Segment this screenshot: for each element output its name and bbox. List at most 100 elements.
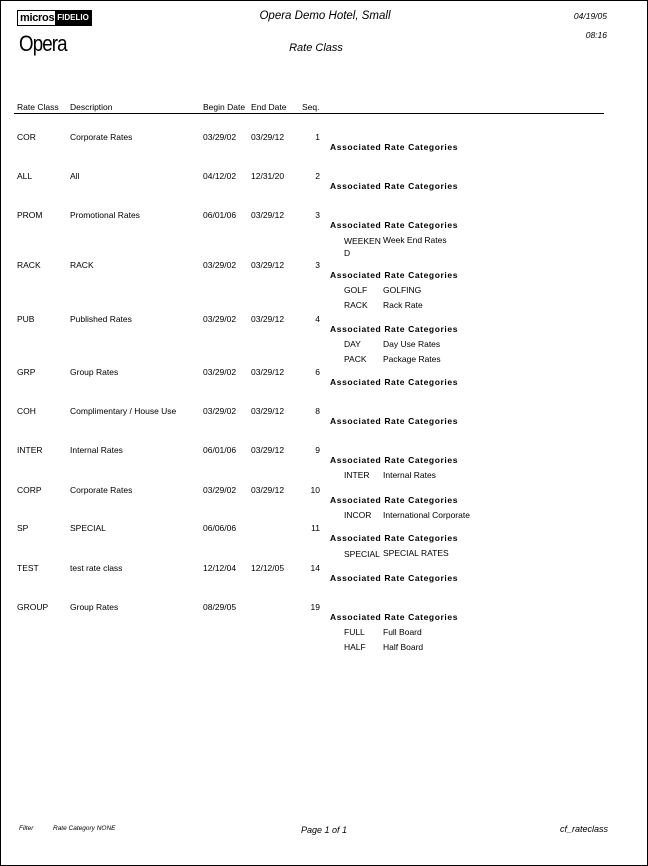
category-description: International Corporate bbox=[383, 510, 470, 520]
col-begin-date: Begin Date bbox=[203, 102, 246, 112]
category-code: SPECIAL bbox=[344, 549, 380, 559]
associated-rate-categories-heading: Associated Rate Categories bbox=[330, 533, 459, 543]
end-date: 03/29/12 bbox=[251, 314, 285, 324]
begin-date: 03/29/02 bbox=[203, 367, 237, 377]
report-time: 08:16 bbox=[585, 30, 607, 40]
rate-class-code: GROUP bbox=[17, 602, 49, 612]
col-rate-class: Rate Class bbox=[17, 102, 59, 112]
begin-date: 06/06/06 bbox=[203, 523, 237, 533]
sequence: 3 bbox=[315, 260, 320, 270]
begin-date: 08/29/05 bbox=[203, 602, 237, 612]
end-date: 03/29/12 bbox=[251, 132, 285, 142]
rate-class-description: Promotional Rates bbox=[70, 210, 140, 220]
rate-class-code: RACK bbox=[17, 260, 41, 270]
rate-class-code: TEST bbox=[17, 563, 39, 573]
associated-rate-categories-heading: Associated Rate Categories bbox=[330, 495, 459, 505]
end-date: 03/29/12 bbox=[251, 260, 285, 270]
rate-class-code: ALL bbox=[17, 171, 33, 181]
category-code: INCOR bbox=[344, 510, 372, 520]
col-seq: Seq. bbox=[302, 102, 320, 112]
category-description: GOLFING bbox=[383, 285, 422, 295]
rate-class-code: CORP bbox=[17, 485, 42, 495]
category-code: PACK bbox=[344, 353, 367, 364]
rate-class-description: Corporate Rates bbox=[70, 485, 133, 495]
end-date: 03/29/12 bbox=[251, 406, 285, 416]
page-number: Page 1 of 1 bbox=[301, 825, 348, 835]
begin-date: 06/01/06 bbox=[203, 210, 237, 220]
micros-fidelio-logo: micros FIDELIO bbox=[17, 10, 92, 26]
sequence: 9 bbox=[315, 445, 320, 455]
category-code: FULL bbox=[344, 627, 365, 637]
rate-class-code: INTER bbox=[17, 445, 43, 455]
rate-class-code: PROM bbox=[17, 210, 43, 220]
begin-date: 03/29/02 bbox=[203, 260, 237, 270]
associated-rate-categories-heading: Associated Rate Categories bbox=[330, 220, 459, 230]
sequence: 6 bbox=[315, 367, 320, 377]
category-description: SPECIAL RATES bbox=[383, 548, 449, 558]
rate-class-code: SP bbox=[17, 523, 29, 533]
opera-logo: Opera bbox=[19, 31, 68, 56]
end-date: 12/12/05 bbox=[251, 563, 285, 573]
category-description: Full Board bbox=[383, 627, 422, 637]
end-date: 03/29/12 bbox=[251, 445, 285, 455]
footer-filter-value: Rate Category NONE bbox=[53, 825, 116, 832]
category-code: RACK bbox=[344, 299, 368, 310]
associated-rate-categories-heading: Associated Rate Categories bbox=[330, 455, 459, 465]
sequence: 14 bbox=[310, 563, 320, 573]
category-description: Package Rates bbox=[383, 353, 441, 364]
category-description: Half Board bbox=[383, 641, 424, 652]
category-description: Rack Rate bbox=[383, 299, 423, 310]
logo-micros-text: micros bbox=[20, 12, 55, 24]
associated-rate-categories-heading: Associated Rate Categories bbox=[330, 377, 459, 387]
category-code: HALF bbox=[344, 641, 366, 652]
end-date: 03/29/12 bbox=[251, 485, 285, 495]
begin-date: 06/01/06 bbox=[203, 445, 237, 455]
rate-class-description: Corporate Rates bbox=[70, 132, 133, 142]
report-title: Rate Class bbox=[289, 42, 343, 54]
rate-class-description: Complimentary / House Use bbox=[70, 406, 177, 416]
associated-rate-categories-heading: Associated Rate Categories bbox=[330, 142, 459, 152]
end-date: 03/29/12 bbox=[251, 210, 285, 220]
rate-class-code: PUB bbox=[17, 314, 35, 324]
rate-class-description: Group Rates bbox=[70, 602, 119, 612]
associated-rate-categories-heading: Associated Rate Categories bbox=[330, 612, 459, 622]
sequence: 1 bbox=[315, 132, 320, 142]
category-code: DAY bbox=[344, 339, 361, 349]
begin-date: 03/29/02 bbox=[203, 132, 237, 142]
rate-class-description: Internal Rates bbox=[70, 445, 123, 455]
begin-date: 03/29/02 bbox=[203, 485, 237, 495]
associated-rate-categories-heading: Associated Rate Categories bbox=[330, 416, 459, 426]
rate-class-description: Group Rates bbox=[70, 367, 119, 377]
end-date: 03/29/12 bbox=[251, 367, 285, 377]
associated-rate-categories-heading: Associated Rate Categories bbox=[330, 181, 459, 191]
logo-fidelio-text: FIDELIO bbox=[55, 11, 91, 25]
rate-class-code: COR bbox=[17, 132, 36, 142]
rate-class-code: COH bbox=[17, 406, 36, 416]
category-code: INTER bbox=[344, 470, 370, 480]
category-description: Internal Rates bbox=[383, 470, 436, 480]
category-description: Week End Rates bbox=[383, 235, 447, 245]
category-code: GOLF bbox=[344, 285, 368, 295]
rate-class-description: All bbox=[70, 171, 80, 181]
header-divider bbox=[14, 113, 604, 114]
sequence: 8 bbox=[315, 406, 320, 416]
col-end-date: End Date bbox=[251, 102, 287, 112]
sequence: 11 bbox=[311, 523, 320, 533]
sequence: 2 bbox=[315, 171, 320, 181]
associated-rate-categories-heading: Associated Rate Categories bbox=[330, 324, 459, 334]
begin-date: 12/12/04 bbox=[203, 563, 237, 573]
begin-date: 03/29/02 bbox=[203, 406, 237, 416]
col-description: Description bbox=[70, 102, 113, 112]
sequence: 10 bbox=[310, 485, 320, 495]
category-code: WEEKEND bbox=[344, 236, 381, 258]
hotel-name: Opera Demo Hotel, Small bbox=[259, 10, 391, 22]
sequence: 3 bbox=[315, 210, 320, 220]
category-description: Day Use Rates bbox=[383, 339, 441, 349]
sequence: 4 bbox=[315, 314, 320, 324]
rate-class-description: SPECIAL bbox=[70, 523, 106, 533]
footer-filter-label: Filter bbox=[19, 825, 34, 832]
report-date: 04/19/05 bbox=[573, 11, 607, 21]
rate-class-description: RACK bbox=[70, 260, 94, 270]
begin-date: 03/29/02 bbox=[203, 314, 237, 324]
